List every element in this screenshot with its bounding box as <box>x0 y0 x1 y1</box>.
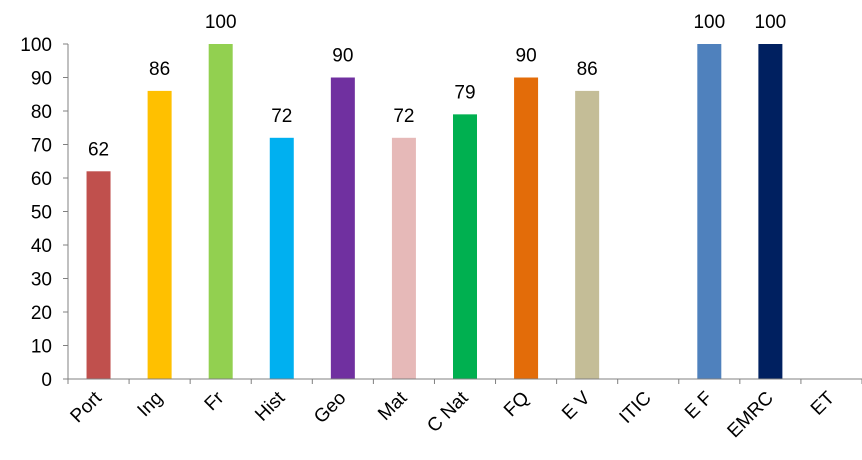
x-category-label: Port <box>67 387 107 427</box>
bar <box>453 114 477 379</box>
x-category-label: ITIC <box>616 388 656 428</box>
y-tick-label: 30 <box>31 270 52 291</box>
x-category-label: ET <box>807 387 839 419</box>
x-category-label: Geo <box>310 388 350 428</box>
data-label: 79 <box>454 82 475 103</box>
y-tick-label: 20 <box>31 303 52 324</box>
x-category-label: Hist <box>251 387 289 425</box>
data-label: 90 <box>516 46 537 67</box>
y-tick-label: 80 <box>31 102 52 123</box>
data-label: 100 <box>205 12 237 33</box>
y-tick-label: 100 <box>20 35 52 56</box>
data-label: 62 <box>88 139 109 160</box>
bar <box>86 171 111 379</box>
data-label: 90 <box>332 46 353 67</box>
y-axis: 0 10 20 30 40 50 60 70 80 90 100 <box>20 35 69 391</box>
bar <box>697 44 722 379</box>
x-category-label: Fr <box>201 387 229 415</box>
data-label: 100 <box>755 12 787 33</box>
bar <box>758 44 783 379</box>
bar <box>208 44 233 379</box>
bar <box>269 137 294 379</box>
y-tick-label: 90 <box>31 69 52 90</box>
bar <box>330 77 355 379</box>
y-tick-label: 0 <box>41 370 52 391</box>
y-tick-label: 60 <box>31 169 52 190</box>
bar <box>575 90 600 380</box>
bar <box>147 90 172 380</box>
x-axis: Port Ing Fr Hist Geo Mat C Nat FQ E V ITIC E F EMRC… <box>67 378 862 442</box>
data-label: 86 <box>577 59 598 80</box>
bar <box>391 137 416 379</box>
y-tick-label: 70 <box>31 136 52 157</box>
x-category-label: E V <box>558 387 595 424</box>
x-category-label: E F <box>681 388 717 424</box>
data-label: 72 <box>393 106 414 127</box>
bar <box>514 77 539 379</box>
data-label: 100 <box>693 12 725 33</box>
bars <box>86 44 783 380</box>
data-labels: 62 86 100 72 90 72 79 90 86 100 100 <box>88 12 786 160</box>
y-tick-label: 50 <box>31 203 52 224</box>
data-label: 86 <box>149 59 170 80</box>
y-tick-label: 40 <box>31 236 52 257</box>
x-category-label: C Nat <box>423 387 473 437</box>
x-category-label: EMRC <box>724 388 778 442</box>
x-category-label: FQ <box>500 388 534 422</box>
x-category-label: Ing <box>134 388 168 422</box>
y-tick-label: 10 <box>31 337 52 358</box>
x-category-label: Mat <box>374 387 412 425</box>
data-label: 72 <box>271 106 292 127</box>
